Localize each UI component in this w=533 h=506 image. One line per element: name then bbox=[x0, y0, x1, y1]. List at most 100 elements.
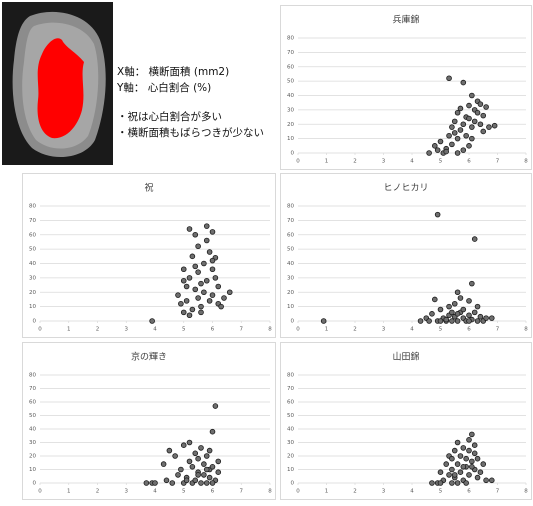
point bbox=[450, 142, 455, 147]
point bbox=[199, 446, 204, 451]
y-tick-label: 80 bbox=[287, 373, 294, 379]
x-tick-label: 2 bbox=[96, 327, 100, 333]
x-tick-label: 3 bbox=[382, 159, 386, 165]
point bbox=[187, 275, 192, 280]
point bbox=[467, 103, 472, 108]
chart-title: 祝 bbox=[144, 182, 153, 194]
y-tick-label: 20 bbox=[287, 290, 294, 296]
x-tick-label: 5 bbox=[182, 327, 186, 333]
point bbox=[452, 448, 457, 453]
point bbox=[469, 281, 474, 286]
point bbox=[438, 139, 443, 144]
point bbox=[467, 313, 472, 318]
chart-panel bbox=[281, 6, 532, 170]
y-tick-label: 10 bbox=[287, 304, 294, 310]
point bbox=[187, 459, 192, 464]
point bbox=[467, 448, 472, 453]
point bbox=[452, 130, 457, 135]
point bbox=[430, 311, 435, 316]
point bbox=[418, 319, 423, 324]
point bbox=[478, 102, 483, 107]
point bbox=[481, 462, 486, 467]
point bbox=[458, 470, 463, 475]
y-tick-label: 0 bbox=[291, 151, 295, 157]
y-tick-label: 70 bbox=[29, 218, 36, 224]
y-tick-label: 70 bbox=[287, 218, 294, 224]
y-tick-label: 0 bbox=[291, 319, 295, 325]
point bbox=[475, 475, 480, 480]
point bbox=[199, 304, 204, 309]
x-tick-label: 4 bbox=[410, 489, 414, 495]
point bbox=[207, 298, 212, 303]
x-tick-label: 7 bbox=[496, 327, 500, 333]
point bbox=[201, 462, 206, 467]
point bbox=[450, 310, 455, 315]
point bbox=[464, 456, 469, 461]
point bbox=[187, 440, 192, 445]
point bbox=[444, 149, 449, 154]
point bbox=[193, 478, 198, 483]
point bbox=[458, 106, 463, 111]
point bbox=[219, 304, 224, 309]
point bbox=[461, 122, 466, 127]
x-tick-label: 6 bbox=[211, 327, 215, 333]
chart-panel bbox=[281, 174, 532, 338]
point bbox=[472, 119, 477, 124]
point bbox=[467, 437, 472, 442]
x-tick-label: 7 bbox=[496, 159, 500, 165]
x-tick-label: 4 bbox=[410, 327, 414, 333]
y-tick-label: 60 bbox=[29, 232, 36, 238]
point bbox=[170, 481, 175, 486]
y-tick-label: 80 bbox=[29, 204, 36, 210]
y-tick-label: 30 bbox=[29, 440, 36, 446]
y-tick-label: 20 bbox=[29, 454, 36, 460]
point bbox=[452, 473, 457, 478]
point bbox=[475, 110, 480, 115]
point bbox=[210, 229, 215, 234]
point bbox=[181, 443, 186, 448]
point bbox=[484, 316, 489, 321]
y-tick-label: 80 bbox=[287, 204, 294, 210]
y-tick-label: 60 bbox=[287, 232, 294, 238]
point bbox=[210, 293, 215, 298]
point bbox=[447, 304, 452, 309]
point bbox=[184, 478, 189, 483]
point bbox=[472, 451, 477, 456]
x-tick-label: 1 bbox=[67, 327, 71, 333]
y-tick-label: 70 bbox=[29, 386, 36, 392]
y-tick-label: 70 bbox=[287, 386, 294, 392]
x-tick-label: 0 bbox=[38, 327, 42, 333]
point bbox=[199, 481, 204, 486]
point bbox=[193, 451, 198, 456]
x-tick-label: 4 bbox=[410, 159, 414, 165]
y-tick-label: 20 bbox=[29, 290, 36, 296]
point bbox=[455, 136, 460, 141]
point bbox=[467, 319, 472, 324]
point bbox=[196, 473, 201, 478]
point bbox=[464, 133, 469, 138]
point bbox=[176, 473, 181, 478]
point bbox=[432, 297, 437, 302]
point bbox=[447, 473, 452, 478]
point bbox=[184, 284, 189, 289]
point bbox=[469, 459, 474, 464]
x-tick-label: 1 bbox=[325, 159, 329, 165]
point bbox=[184, 298, 189, 303]
point bbox=[461, 446, 466, 451]
point bbox=[176, 293, 181, 298]
note: ・祝は心白割合が多い bbox=[117, 110, 222, 123]
x-tick-label: 7 bbox=[240, 489, 244, 495]
point bbox=[193, 232, 198, 237]
point bbox=[458, 296, 463, 301]
chart-panel bbox=[23, 174, 276, 338]
y-tick-label: 40 bbox=[29, 261, 36, 267]
point bbox=[204, 238, 209, 243]
note: X軸： 横断面積 (mm2) bbox=[117, 65, 229, 78]
x-tick-label: 0 bbox=[296, 489, 300, 495]
y-tick-label: 40 bbox=[287, 93, 294, 99]
y-tick-label: 10 bbox=[29, 467, 36, 473]
x-tick-label: 6 bbox=[467, 489, 471, 495]
point bbox=[210, 429, 215, 434]
point bbox=[450, 125, 455, 130]
point bbox=[455, 110, 460, 115]
